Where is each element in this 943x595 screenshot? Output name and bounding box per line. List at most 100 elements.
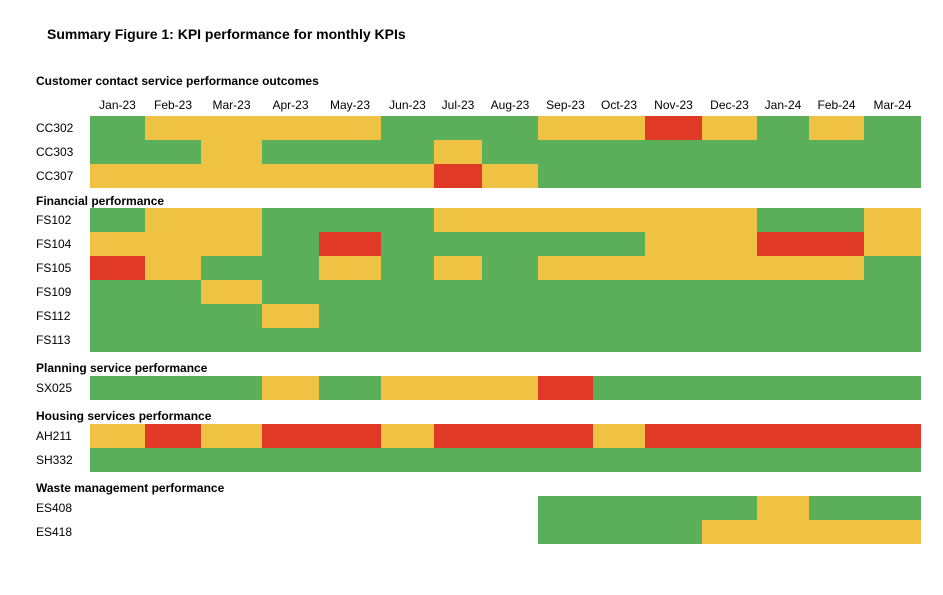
heatmap-cell bbox=[262, 232, 319, 256]
heatmap-cell bbox=[262, 304, 319, 328]
heatmap-cell bbox=[262, 140, 319, 164]
heatmap-cell bbox=[864, 116, 921, 140]
heatmap-cell bbox=[757, 140, 809, 164]
heatmap-cell bbox=[482, 448, 538, 472]
heatmap-cell bbox=[381, 280, 434, 304]
kpi-label: AH211 bbox=[36, 429, 72, 443]
heatmap-cell bbox=[201, 376, 262, 400]
heatmap-cell bbox=[593, 208, 645, 232]
heatmap-cell bbox=[90, 116, 145, 140]
heatmap-cell bbox=[90, 376, 145, 400]
heatmap-cell bbox=[201, 232, 262, 256]
heatmap-cell bbox=[702, 520, 757, 544]
heatmap-cell bbox=[434, 304, 482, 328]
heatmap-cell bbox=[319, 256, 381, 280]
heatmap-cell bbox=[145, 328, 201, 352]
heatmap-cell bbox=[201, 304, 262, 328]
heatmap-cell bbox=[702, 140, 757, 164]
heatmap-cell bbox=[381, 116, 434, 140]
heatmap-cell bbox=[702, 208, 757, 232]
heatmap-cell bbox=[145, 232, 201, 256]
section-title: Housing services performance bbox=[36, 409, 212, 423]
heatmap-cell bbox=[538, 328, 593, 352]
heatmap-cell bbox=[482, 256, 538, 280]
heatmap-cell bbox=[809, 208, 864, 232]
heatmap-cell bbox=[201, 164, 262, 188]
heatmap-cell bbox=[145, 376, 201, 400]
heatmap-cell bbox=[262, 280, 319, 304]
heatmap-cell bbox=[90, 328, 145, 352]
kpi-label: FS104 bbox=[36, 237, 72, 251]
heatmap-cell bbox=[90, 164, 145, 188]
heatmap-cell bbox=[593, 256, 645, 280]
month-label: Feb-23 bbox=[153, 98, 193, 112]
heatmap-cell bbox=[809, 256, 864, 280]
kpi-label: FS102 bbox=[36, 213, 72, 227]
heatmap-cell bbox=[593, 232, 645, 256]
heatmap-cell bbox=[702, 116, 757, 140]
heatmap-cell bbox=[434, 280, 482, 304]
heatmap-cell bbox=[757, 232, 809, 256]
heatmap-cell bbox=[757, 376, 809, 400]
heatmap-cell bbox=[434, 208, 482, 232]
heatmap-cell bbox=[702, 280, 757, 304]
heatmap-cell bbox=[645, 304, 702, 328]
heatmap-cell bbox=[201, 424, 262, 448]
heatmap-cell bbox=[262, 208, 319, 232]
heatmap-cell bbox=[90, 140, 145, 164]
heatmap-cell bbox=[757, 280, 809, 304]
heatmap-cell bbox=[538, 164, 593, 188]
heatmap-cell bbox=[262, 424, 319, 448]
heatmap-cell bbox=[757, 496, 809, 520]
heatmap-cell bbox=[262, 116, 319, 140]
heatmap-cell bbox=[201, 328, 262, 352]
heatmap-cell bbox=[381, 328, 434, 352]
heatmap-cell bbox=[434, 232, 482, 256]
heatmap-cell bbox=[757, 520, 809, 544]
heatmap-cell bbox=[381, 164, 434, 188]
month-label: May-23 bbox=[329, 98, 370, 112]
kpi-label: ES418 bbox=[36, 525, 73, 539]
heatmap-cell bbox=[381, 208, 434, 232]
heatmap-cell bbox=[145, 140, 201, 164]
heatmap-cell bbox=[593, 520, 645, 544]
heatmap-cell bbox=[538, 304, 593, 328]
heatmap-cell bbox=[645, 520, 702, 544]
heatmap-cell bbox=[757, 116, 809, 140]
heatmap-cell bbox=[864, 304, 921, 328]
heatmap-cell bbox=[809, 496, 864, 520]
heatmap-cell bbox=[434, 164, 482, 188]
heatmap-cell bbox=[757, 304, 809, 328]
heatmap-cell bbox=[809, 520, 864, 544]
heatmap-cell bbox=[145, 280, 201, 304]
heatmap-cell bbox=[809, 328, 864, 352]
heatmap-cell bbox=[319, 424, 381, 448]
heatmap-cell bbox=[809, 140, 864, 164]
heatmap-cell bbox=[645, 208, 702, 232]
heatmap-cell bbox=[702, 164, 757, 188]
heatmap-cell bbox=[593, 140, 645, 164]
kpi-label: CC302 bbox=[36, 121, 74, 135]
kpi-label: CC303 bbox=[36, 145, 74, 159]
heatmap-cell bbox=[538, 496, 593, 520]
heatmap-cell bbox=[702, 376, 757, 400]
heatmap-cell bbox=[201, 280, 262, 304]
heatmap-cell bbox=[864, 328, 921, 352]
heatmap-cell bbox=[319, 208, 381, 232]
heatmap-cell bbox=[864, 520, 921, 544]
heatmap-cell bbox=[319, 280, 381, 304]
heatmap-cell bbox=[702, 304, 757, 328]
month-label: Jul-23 bbox=[441, 98, 475, 112]
heatmap-cell bbox=[645, 328, 702, 352]
heatmap-cell bbox=[90, 232, 145, 256]
heatmap-cell bbox=[702, 424, 757, 448]
heatmap-cell bbox=[593, 280, 645, 304]
kpi-label: ES408 bbox=[36, 501, 73, 515]
heatmap-cell bbox=[381, 424, 434, 448]
heatmap-cell bbox=[262, 328, 319, 352]
heatmap-cell bbox=[482, 232, 538, 256]
heatmap-cell bbox=[864, 424, 921, 448]
heatmap-cell bbox=[645, 496, 702, 520]
kpi-label: FS105 bbox=[36, 261, 72, 275]
heatmap-cell bbox=[381, 304, 434, 328]
